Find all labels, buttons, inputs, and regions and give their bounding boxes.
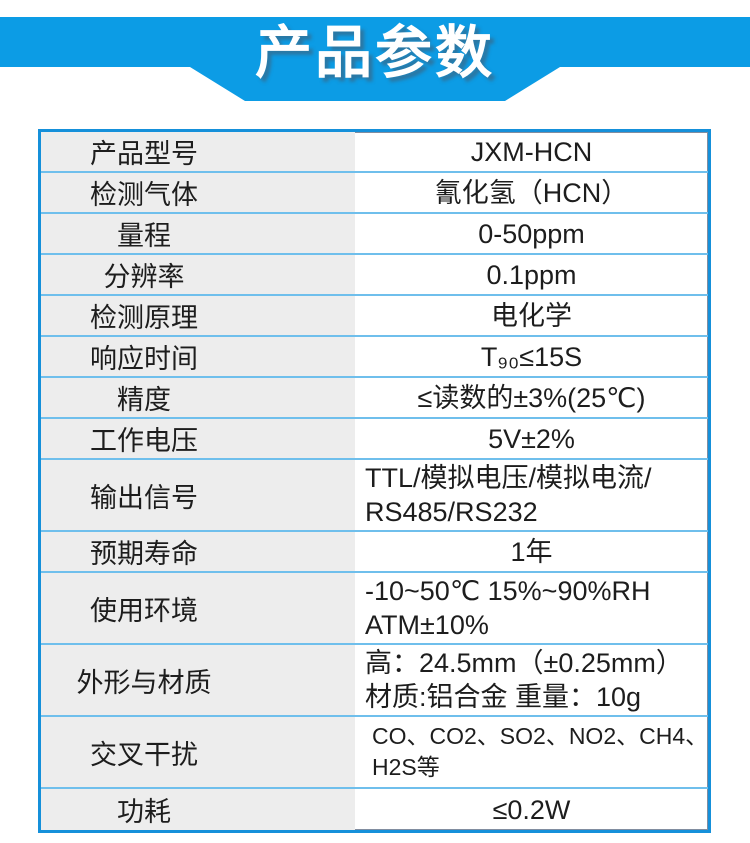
spec-value-cell: 电化学 xyxy=(355,296,708,335)
spec-label-cell: 检测气体 xyxy=(41,173,355,212)
spec-value-line: T₉₀≤15S xyxy=(480,341,583,372)
spec-value-cell: 高：24.5mm（±0.25mm） 材质:铝合金 重量：10g xyxy=(355,645,708,715)
spec-value-cell: -10~50℃ 15%~90%RH ATM±10% xyxy=(355,573,708,643)
spec-row: 检测气体 氰化氢（HCN） xyxy=(41,173,708,214)
spec-label-cell: 外形与材质 xyxy=(41,645,355,715)
spec-label-cell: 功耗 xyxy=(41,789,355,830)
spec-value-cell: 5V±2% xyxy=(355,419,708,458)
spec-value-line: ATM±10% xyxy=(365,610,489,640)
spec-label-cell: 产品型号 xyxy=(41,132,355,171)
page-title: 产品参数 xyxy=(255,21,495,85)
spec-label-cell: 分辨率 xyxy=(41,255,355,294)
spec-row: 产品型号 JXM-HCN xyxy=(41,132,708,173)
spec-label-cell: 响应时间 xyxy=(41,337,355,376)
spec-label-cell: 检测原理 xyxy=(41,296,355,335)
spec-row: 分辨率 0.1ppm xyxy=(41,255,708,296)
spec-label-cell: 输出信号 xyxy=(41,460,355,530)
spec-row: 检测原理 电化学 xyxy=(41,296,708,337)
spec-label-cell: 预期寿命 xyxy=(41,532,355,571)
spec-row: 输出信号 TTL/模拟电压/模拟电流/RS485/RS232 xyxy=(41,460,708,532)
spec-row: 工作电压 5V±2% xyxy=(41,419,708,460)
spec-value-line: TTL/模拟电压/模拟电流/ xyxy=(365,463,652,493)
spec-value-cell: JXM-HCN xyxy=(355,132,708,171)
spec-row: 响应时间 T₉₀≤15S xyxy=(41,337,708,378)
spec-value-line: CO、CO2、SO2、NO2、CH4、 xyxy=(372,723,708,749)
spec-label-cell: 使用环境 xyxy=(41,573,355,643)
spec-value-cell: 1年 xyxy=(355,532,708,571)
spec-value-line: 电化学 xyxy=(491,300,572,331)
spec-label-cell: 量程 xyxy=(41,214,355,253)
spec-row: 量程 0-50ppm xyxy=(41,214,708,255)
spec-label-cell: 精度 xyxy=(41,378,355,417)
spec-value-cell: ≤0.2W xyxy=(355,789,708,830)
spec-row: 精度 ≤读数的±3%(25℃) xyxy=(41,378,708,419)
spec-label-cell: 交叉干扰 xyxy=(41,717,355,787)
spec-value-cell: 0-50ppm xyxy=(355,214,708,253)
spec-value-line: 氰化氢（HCN） xyxy=(434,177,629,208)
spec-value-cell: CO、CO2、SO2、NO2、CH4、 H2S等 xyxy=(355,717,708,787)
spec-value-cell: T₉₀≤15S xyxy=(355,337,708,376)
spec-value-line: 材质:铝合金 重量：10g xyxy=(365,682,642,712)
spec-value-line: JXM-HCN xyxy=(470,136,593,167)
spec-row: 功耗 ≤0.2W xyxy=(41,789,708,830)
spec-table: 产品型号 JXM-HCN 检测气体 氰化氢（HCN） 量程 0-50ppm 分辨率 0.1pp… xyxy=(38,129,711,833)
spec-row: 使用环境 -10~50℃ 15%~90%RH ATM±10% xyxy=(41,573,708,645)
spec-value-cell: TTL/模拟电压/模拟电流/RS485/RS232 xyxy=(355,460,708,530)
spec-row: 交叉干扰 CO、CO2、SO2、NO2、CH4、 H2S等 xyxy=(41,717,708,789)
spec-value-line: 5V±2% xyxy=(488,423,575,454)
spec-value-line: ≤0.2W xyxy=(492,794,571,825)
spec-value-line: H2S等 xyxy=(372,754,440,780)
spec-value-line: 高：24.5mm（±0.25mm） xyxy=(365,648,683,678)
spec-label-cell: 工作电压 xyxy=(41,419,355,458)
spec-value-cell: 0.1ppm xyxy=(355,255,708,294)
spec-value-cell: ≤读数的±3%(25℃) xyxy=(355,378,708,417)
spec-row: 外形与材质 高：24.5mm（±0.25mm） 材质:铝合金 重量：10g xyxy=(41,645,708,717)
spec-value-cell: 氰化氢（HCN） xyxy=(355,173,708,212)
spec-value-line: 0-50ppm xyxy=(478,218,585,249)
spec-row: 预期寿命 1年 xyxy=(41,532,708,573)
spec-value-line: 0.1ppm xyxy=(486,259,577,290)
spec-value-line: -10~50℃ 15%~90%RH xyxy=(365,576,651,606)
spec-value-line: RS485/RS232 xyxy=(365,497,538,527)
spec-value-line: ≤读数的±3%(25℃) xyxy=(417,382,646,413)
spec-value-line: 1年 xyxy=(510,536,553,567)
